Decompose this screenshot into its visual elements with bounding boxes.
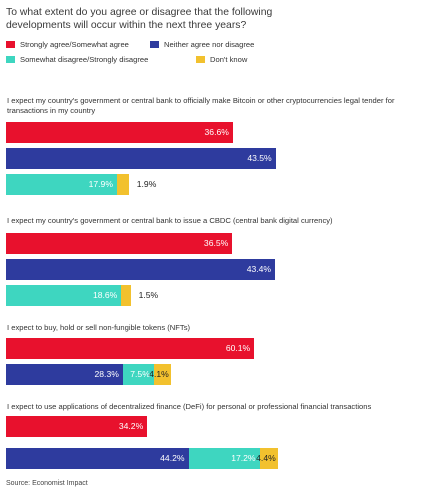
legend-swatch-agree xyxy=(6,41,15,48)
question-text-1: I expect my country's government or cent… xyxy=(7,96,395,115)
bar-disagree-q2: 18.6% xyxy=(6,285,122,306)
legend-item-neither: Neither agree nor disagree xyxy=(150,40,254,49)
bar-neither-q4: 44.2% xyxy=(6,448,189,469)
chart-title: To what extent do you agree or disagree … xyxy=(6,7,273,31)
legend-label-dont-know: Don't know xyxy=(210,55,248,64)
bar-dont-know-q2 xyxy=(121,285,131,306)
bar-agree-q2: 36.5% xyxy=(6,233,233,254)
legend-swatch-disagree xyxy=(6,56,15,63)
data-label-agree-q2: 36.5% xyxy=(203,238,229,248)
data-label-neither-q1: 43.5% xyxy=(247,153,272,163)
legend-item-agree: Strongly agree/Somewhat agree xyxy=(6,40,129,49)
bar-neither-q2: 43.4% xyxy=(6,259,276,280)
bar-disagree-q1: 17.9% xyxy=(6,174,117,195)
legend-swatch-dont-know xyxy=(196,56,205,63)
bar-agree-q1: 36.6% xyxy=(6,122,233,143)
legend-swatch-neither xyxy=(150,41,159,48)
bar-neither-q3: 28.3% xyxy=(6,364,123,385)
data-label-dont-know-q4: 4.4% xyxy=(256,453,276,463)
data-label-agree-q1: 36.6% xyxy=(204,127,229,137)
data-label-disagree-q3: 7.5% xyxy=(130,369,150,379)
data-label-disagree-q2: 18.6% xyxy=(92,290,118,300)
data-label-disagree-q1: 17.9% xyxy=(88,179,113,189)
data-label-dont-know-q3: 4.1% xyxy=(149,369,169,379)
source-note: Source: Economist Impact xyxy=(6,480,88,487)
bar-agree-q3: 60.1% xyxy=(6,338,255,359)
legend-item-disagree: Somewhat disagree/Strongly disagree xyxy=(6,55,148,64)
bar-neither-q1: 43.5% xyxy=(6,148,276,169)
bar-agree-q4: 34.2% xyxy=(6,416,148,437)
question-text-3: I expect to buy, hold or sell non-fungib… xyxy=(7,323,191,332)
data-label-disagree-q4: 17.2% xyxy=(231,453,256,463)
legend-label-neither: Neither agree nor disagree xyxy=(164,40,255,49)
data-label-dont-know-q2: 1.5% xyxy=(138,290,159,300)
bar-dont-know-q3: 4.1% xyxy=(149,364,171,385)
bar-disagree-q4: 17.2% xyxy=(188,448,260,469)
data-label-neither-q3: 28.3% xyxy=(94,369,119,379)
bar-dont-know-q1 xyxy=(116,174,129,195)
data-label-dont-know-q1: 1.9% xyxy=(136,179,157,189)
question-text-4: I expect to use applications of decentra… xyxy=(7,402,372,411)
question-text-2: I expect my country's government or cent… xyxy=(7,216,333,225)
legend-item-dont-know: Don't know xyxy=(196,55,247,64)
data-label-neither-q2: 43.4% xyxy=(246,264,272,274)
data-label-neither-q4: 44.2% xyxy=(160,453,185,463)
bar-disagree-q3: 7.5% xyxy=(122,364,154,385)
bar-dont-know-q4: 4.4% xyxy=(256,448,278,469)
data-label-agree-q4: 34.2% xyxy=(118,421,144,431)
legend-label-agree: Strongly agree/Somewhat agree xyxy=(20,40,129,49)
legend-label-disagree: Somewhat disagree/Strongly disagree xyxy=(20,55,149,64)
data-label-agree-q3: 60.1% xyxy=(225,343,251,353)
